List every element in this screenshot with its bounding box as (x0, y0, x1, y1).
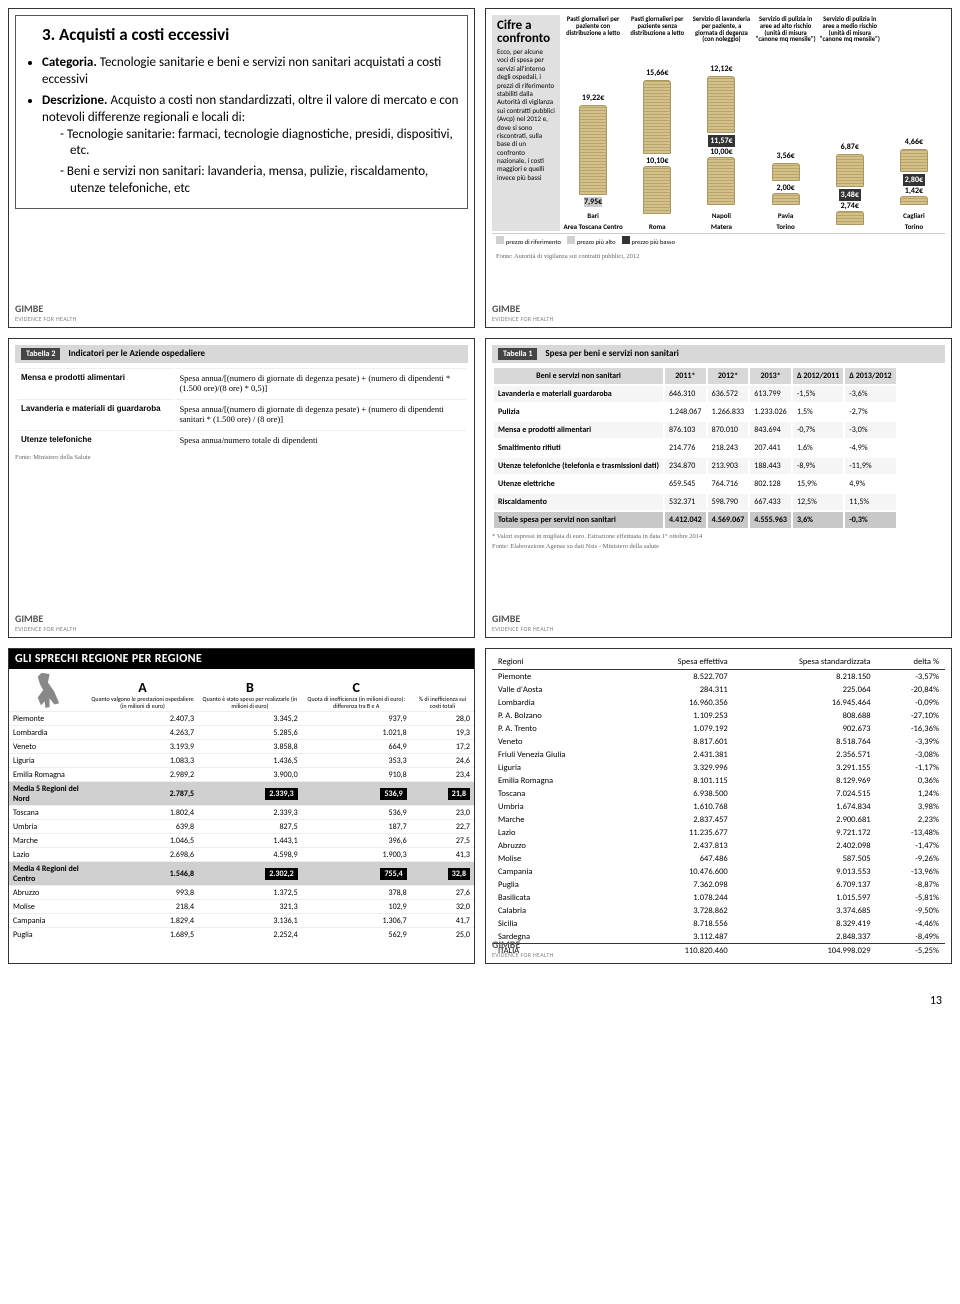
legend: prezzo di riferimento prezzo più alto pr… (492, 233, 945, 248)
sprechi-table: AQuanto valgono le prestazioni ospedalie… (9, 669, 474, 941)
tab1-foot2: Fonte: Elaborazione Agenas su dati Nsis … (492, 543, 945, 550)
slide-sprechi: GLI SPRECHI REGIONE PER REGIONE AQuanto … (8, 648, 475, 964)
slide-tabella2: Tabella 2 Indicatori per le Aziende ospe… (8, 338, 475, 638)
regioni-table: RegioniSpesa effettivaSpesa standardizza… (492, 655, 945, 957)
dash-2: Beni e servizi non sanitari: lavanderia,… (60, 164, 459, 198)
sprechi-title: GLI SPRECHI REGIONE PER REGIONE (9, 649, 474, 669)
gimbe-logo: GIMBEEVIDENCE FOR HEALTH (15, 612, 77, 633)
slide-regioni: RegioniSpesa effettivaSpesa standardizza… (485, 648, 952, 964)
page-number: 13 (8, 994, 952, 1008)
gimbe-logo: GIMBEEVIDENCE FOR HEALTH (492, 302, 554, 323)
tab2-foot: Fonte: Ministero della Salute (15, 454, 468, 461)
content-box: 3. Acquisti a costi eccessivi Categoria.… (15, 15, 468, 209)
cifre-source: Fonte: Autorità di vigilanza sui contrat… (492, 251, 945, 262)
tab1-header: Tabella 1 Spesa per beni e servizi non s… (492, 345, 945, 363)
italy-icon (32, 671, 64, 709)
slide-text: 3. Acquisti a costi eccessivi Categoria.… (8, 8, 475, 328)
tab1-foot1: * Valori espressi in migliaia di euro. E… (492, 533, 945, 540)
slide-cifre: Cifre a confronto Ecco, per alcune voci … (485, 8, 952, 328)
gimbe-logo: GIMBEEVIDENCE FOR HEALTH (492, 612, 554, 633)
tab2-table: Mensa e prodotti alimentariSpesa annua/[… (15, 366, 468, 451)
dash-1: Tecnologie sanitarie: farmaci, tecnologi… (60, 127, 459, 161)
slide-tabella1: Tabella 1 Spesa per beni e servizi non s… (485, 338, 952, 638)
gimbe-logo: GIMBEEVIDENCE FOR HEALTH (492, 938, 554, 959)
tab2-header: Tabella 2 Indicatori per le Aziende ospe… (15, 345, 468, 363)
cifre-intro: Cifre a confronto Ecco, per alcune voci … (492, 15, 560, 231)
categoria: Categoria. Tecnologie sanitarie e beni e… (42, 55, 459, 89)
tab1-table: Beni e servizi non sanitari2011*2012*201… (492, 366, 898, 530)
title: 3. Acquisti a costi eccessivi (42, 24, 459, 45)
gimbe-logo: GIMBEEVIDENCE FOR HEALTH (15, 302, 77, 323)
descrizione: Descrizione. Acquisto a costi non standa… (42, 93, 459, 198)
